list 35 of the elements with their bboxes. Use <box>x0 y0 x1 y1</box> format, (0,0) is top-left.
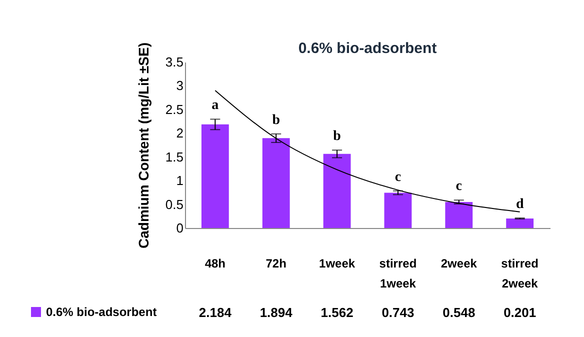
chart-title: 0.6% bio-adsorbent <box>298 40 437 57</box>
bar <box>506 218 534 228</box>
x-tick-label: 1week <box>319 256 356 270</box>
data-label: 0.548 <box>442 305 476 320</box>
annotation: c <box>456 179 462 194</box>
x-tick-label: stirred 2week <box>501 256 539 290</box>
bar <box>384 192 412 228</box>
y-tick-label: 0.5 <box>165 196 184 212</box>
y-axis-title: Cadmium Content (mg/Lit ±SE) <box>135 42 152 249</box>
bar <box>445 202 473 228</box>
data-label: 1.562 <box>320 305 354 320</box>
annotation: a <box>212 98 219 114</box>
data-label: 0.743 <box>382 305 414 320</box>
annotation: b <box>333 129 342 144</box>
x-tick-label: 48h <box>204 256 226 270</box>
y-tick-label: 2 <box>176 126 184 141</box>
bar <box>323 154 351 228</box>
bar <box>201 124 229 228</box>
x-tick-label: 72h <box>266 256 286 270</box>
y-tick-label: 1 <box>176 173 184 188</box>
annotation: d <box>516 196 524 212</box>
legend-label: 0.6% bio-adsorbent <box>46 305 157 319</box>
y-tick-label: 3.5 <box>165 54 184 70</box>
annotation: c <box>394 170 402 185</box>
bar <box>262 138 290 228</box>
data-label: 0.201 <box>504 305 536 320</box>
y-tick-label: 3 <box>176 78 184 94</box>
y-tick-label: 0 <box>176 220 184 236</box>
x-tick-label: 2week <box>440 256 478 270</box>
annotation: b <box>272 112 280 128</box>
y-tick-label: 1.5 <box>165 149 184 164</box>
x-tick-label: stirred 1week <box>379 256 417 290</box>
data-label: 1.894 <box>260 305 294 320</box>
data-label: 2.184 <box>198 305 232 320</box>
y-tick-label: 2.5 <box>165 102 184 117</box>
